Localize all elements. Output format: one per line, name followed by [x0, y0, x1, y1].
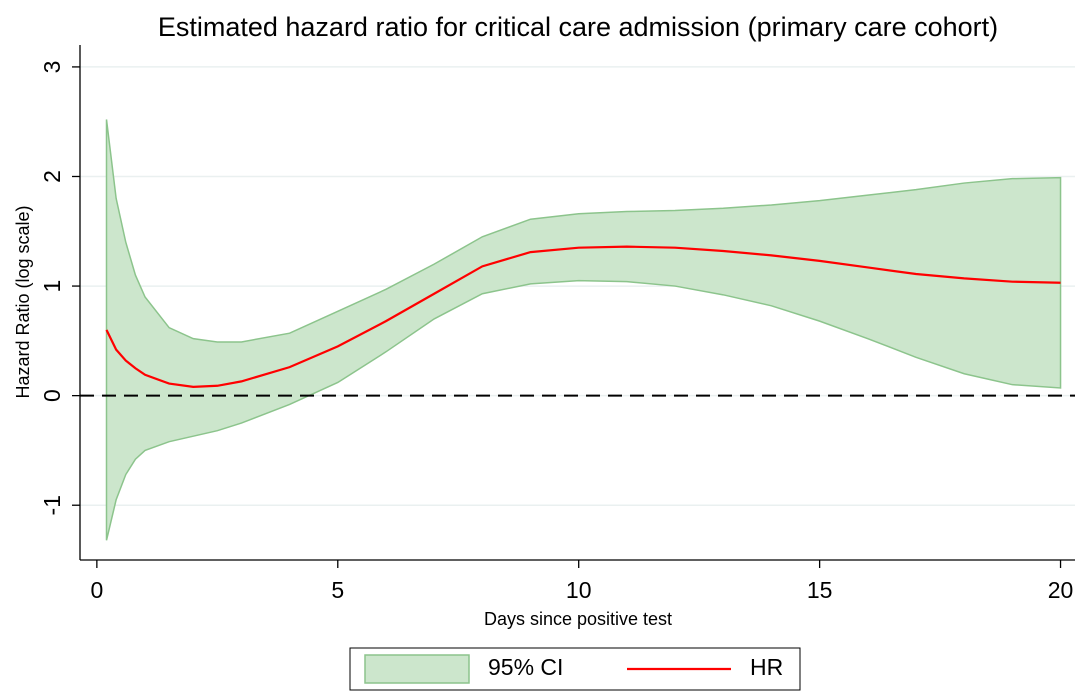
legend-label: HR — [750, 654, 783, 680]
y-tick-label: 3 — [39, 61, 65, 74]
y-tick-label: 0 — [39, 389, 65, 402]
y-tick-label: 1 — [39, 280, 65, 293]
x-axis-title: Days since positive test — [484, 609, 672, 629]
y-tick-label: 2 — [39, 170, 65, 183]
y-tick-label: -1 — [39, 495, 65, 515]
hr-line — [105, 245, 1061, 388]
x-tick-label: 0 — [90, 577, 103, 603]
x-tick-label: 15 — [807, 577, 833, 603]
ci-band — [105, 119, 1062, 541]
y-axis-title: Hazard Ratio (log scale) — [13, 205, 33, 398]
x-tick-label: 5 — [331, 577, 344, 603]
x-tick-label: 10 — [566, 577, 592, 603]
chart-title: Estimated hazard ratio for critical care… — [158, 12, 998, 42]
legend-swatch — [364, 654, 470, 684]
legend-label: 95% CI — [488, 654, 563, 680]
x-tick-label: 20 — [1048, 577, 1074, 603]
